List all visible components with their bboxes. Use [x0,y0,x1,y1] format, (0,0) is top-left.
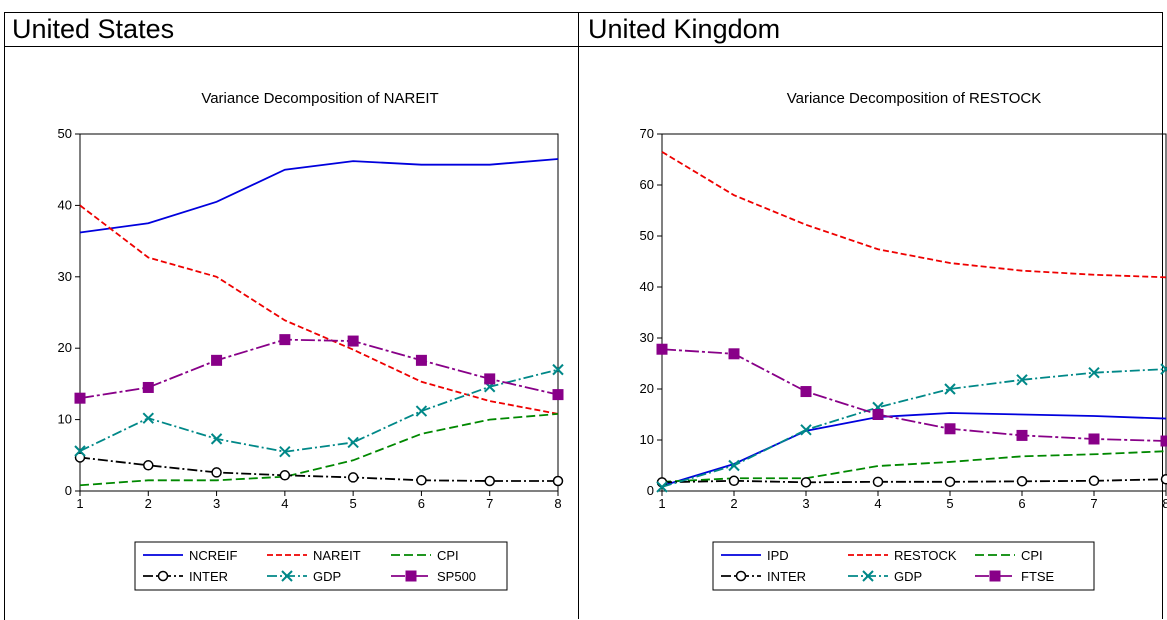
us-x-tick-label: 3 [213,496,220,511]
uk-series-ftse-marker [801,387,811,397]
us-x-tick-label: 1 [76,496,83,511]
us-plot-frame [80,134,558,491]
us-series-sp500-marker [416,355,426,365]
us-series-inter-marker [280,471,289,480]
us-legend-entry-ncreif-label: NCREIF [189,548,237,563]
uk-series-ftse-marker [1089,434,1099,444]
uk-series-inter-marker [1018,477,1027,486]
us-legend-entry-cpi-label: CPI [437,548,459,563]
uk-y-tick-label: 0 [647,483,654,498]
us-series-sp500-marker [553,390,563,400]
us-series-sp500-marker [348,336,358,346]
uk-series-inter-marker [802,478,811,487]
uk-series-ipd-line [662,413,1166,486]
us-series-gdp-marker [416,406,426,416]
uk-chart: 0 10 20 30 40 50 60 70 1 2 3 4 5 6 7 8 IPD RESTOCK CPI INTE… [640,126,1167,590]
uk-legend-entry-cpi-label: CPI [1021,548,1043,563]
uk-legend: IPD RESTOCK CPI INTER GDP FTSE [713,542,1094,590]
us-series-sp500-marker [143,382,153,392]
us-y-tick-label: 10 [58,412,72,427]
uk-series-inter [658,475,1167,487]
us-series-gdp-marker [143,413,153,423]
us-legend-entry-inter-marker [159,572,168,581]
uk-legend-entry-ftse-label: FTSE [1021,569,1055,584]
uk-series-inter-marker [1090,476,1099,485]
us-series-inter-marker [554,477,563,486]
us-series-inter-marker [212,468,221,477]
us-series-sp500-marker [212,355,222,365]
uk-legend-entry-gdp-label: GDP [894,569,922,584]
us-x-tick-label: 6 [418,496,425,511]
uk-series-ftse-marker [1017,430,1027,440]
uk-series-ftse-marker [729,349,739,359]
uk-legend-entry-restock-label: RESTOCK [894,548,957,563]
uk-x-tick-label: 1 [658,496,665,511]
uk-x-tick-label: 4 [874,496,881,511]
us-series-inter-marker [485,477,494,486]
uk-y-tick-label: 60 [640,177,654,192]
uk-series-gdp [657,364,1167,492]
uk-y-tick-label: 70 [640,126,654,141]
us-legend-entry-nareit-label: NAREIT [313,548,361,563]
uk-series-inter-marker [946,477,955,486]
us-y-tick-label: 40 [58,197,72,212]
uk-y-tick-label: 40 [640,279,654,294]
us-series-cpi [80,414,558,485]
us-series-sp500-marker [75,393,85,403]
uk-legend-entry-inter-marker [737,572,746,581]
uk-y-tick-label: 50 [640,228,654,243]
uk-x-tick-label: 5 [946,496,953,511]
us-x-tick-label: 4 [281,496,288,511]
us-series-ncreif-line [80,159,558,233]
uk-series-ftse-marker [657,344,667,354]
us-series-sp500 [75,335,563,404]
us-y-tick-label: 30 [58,269,72,284]
uk-series-ipd [662,413,1166,486]
uk-y-tick-label: 20 [640,381,654,396]
uk-x-tick-label: 2 [730,496,737,511]
us-legend-entry-sp500-marker [406,571,416,581]
uk-series-ftse-marker [873,410,883,420]
uk-series-ftse [657,344,1167,446]
us-series-ncreif [80,159,558,233]
us-legend-entry-gdp-label: GDP [313,569,341,584]
us-chart: 0 10 20 30 40 50 1 2 3 4 5 6 7 8 NCREIF NAREIT CPI INTER G… [58,126,563,590]
uk-series-inter-marker [874,477,883,486]
us-legend-entry-sp500-label: SP500 [437,569,476,584]
us-series-inter-marker [349,473,358,482]
us-series-inter-marker [144,461,153,470]
uk-legend-entry-inter-label: INTER [767,569,806,584]
us-legend: NCREIF NAREIT CPI INTER GDP SP500 [135,542,507,590]
uk-series-inter-marker [730,476,739,485]
uk-series-ftse-line [662,349,1166,441]
us-y-tick-label: 0 [65,483,72,498]
us-x-tick-label: 7 [486,496,493,511]
uk-series-restock-line [662,152,1166,277]
us-x-tick-label: 2 [145,496,152,511]
uk-legend-entry-ftse-marker [990,571,1000,581]
uk-series-ftse-marker [945,424,955,434]
uk-x-tick-label: 7 [1090,496,1097,511]
uk-x-tick-label: 6 [1018,496,1025,511]
uk-series-inter-marker [1162,475,1167,484]
us-y-tick-label: 20 [58,340,72,355]
us-series-cpi-line [80,414,558,485]
uk-y-tick-label: 10 [640,432,654,447]
uk-series-ftse-marker [1161,436,1167,446]
uk-x-tick-label: 8 [1162,496,1167,511]
uk-legend-entry-ipd-label: IPD [767,548,789,563]
us-x-tick-label: 5 [350,496,357,511]
us-legend-entry-inter-label: INTER [189,569,228,584]
us-series-sp500-marker [485,374,495,384]
us-series-inter-marker [417,476,426,485]
us-series-gdp-marker [348,437,358,447]
uk-series-restock [662,152,1166,277]
uk-x-tick-label: 3 [802,496,809,511]
us-y-tick-label: 50 [58,126,72,141]
us-series-sp500-marker [280,335,290,345]
us-x-tick-label: 8 [554,496,561,511]
uk-y-tick-label: 30 [640,330,654,345]
